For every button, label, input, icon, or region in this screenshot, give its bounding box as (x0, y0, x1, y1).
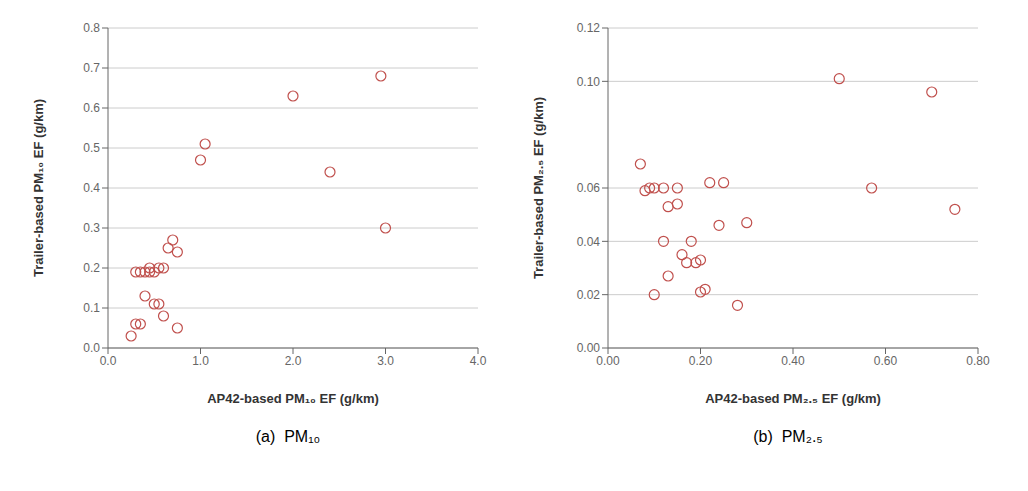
svg-text:0.10: 0.10 (577, 75, 601, 89)
svg-text:0.00: 0.00 (577, 341, 601, 355)
svg-text:0.6: 0.6 (83, 101, 100, 115)
svg-text:Trailer-based PM₂.₅ EF (g/km): Trailer-based PM₂.₅ EF (g/km) (531, 97, 546, 279)
svg-text:0.00: 0.00 (596, 354, 620, 368)
svg-text:0.1: 0.1 (83, 301, 100, 315)
svg-text:0.02: 0.02 (577, 288, 601, 302)
svg-text:0.4: 0.4 (83, 181, 100, 195)
svg-text:4.0: 4.0 (470, 354, 487, 368)
svg-text:3.0: 3.0 (377, 354, 394, 368)
svg-text:0.80: 0.80 (966, 354, 990, 368)
svg-text:0.2: 0.2 (83, 261, 100, 275)
svg-text:0.40: 0.40 (781, 354, 805, 368)
svg-text:0.3: 0.3 (83, 221, 100, 235)
svg-text:0.06: 0.06 (577, 181, 601, 195)
svg-text:0.0: 0.0 (83, 341, 100, 355)
svg-text:0.7: 0.7 (83, 61, 100, 75)
html-text:(b) PM₂.₅: (b) PM₂.₅ (753, 428, 823, 445)
svg-text:AP42-based PM₂.₅ EF (g/km): AP42-based PM₂.₅ EF (g/km) (705, 391, 881, 406)
svg-text:0.12: 0.12 (577, 21, 601, 35)
svg-text:0.20: 0.20 (689, 354, 713, 368)
svg-text:0.04: 0.04 (577, 235, 601, 249)
svg-text:0.0: 0.0 (100, 354, 117, 368)
svg-text:0.5: 0.5 (83, 141, 100, 155)
svg-text:0.8: 0.8 (83, 21, 100, 35)
html-text:(a) PM₁₀: (a) PM₁₀ (255, 428, 321, 445)
svg-text:2.0: 2.0 (285, 354, 302, 368)
svg-text:0.60: 0.60 (874, 354, 898, 368)
svg-text:1.0: 1.0 (192, 354, 209, 368)
svg-text:AP42-based PM₁₀ EF (g/km): AP42-based PM₁₀ EF (g/km) (207, 391, 379, 406)
svg-text:Trailer-based PM₁₀ EF (g/km): Trailer-based PM₁₀ EF (g/km) (31, 99, 46, 277)
